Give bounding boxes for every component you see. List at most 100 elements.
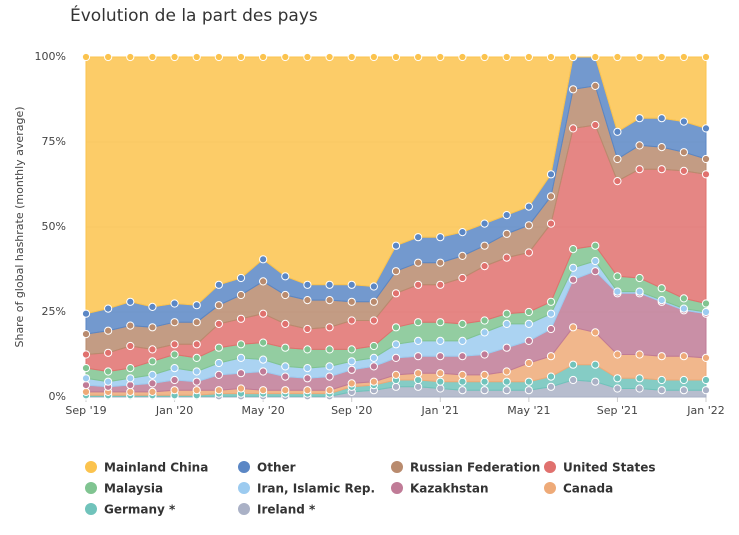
point bbox=[591, 241, 600, 250]
y-axis-label: Share of global hashrate (monthly averag… bbox=[13, 106, 26, 347]
legend-marker[interactable] bbox=[391, 461, 403, 473]
point bbox=[502, 377, 511, 386]
point bbox=[458, 319, 467, 328]
point bbox=[502, 253, 511, 262]
point bbox=[436, 377, 445, 386]
point bbox=[214, 358, 223, 368]
point bbox=[303, 280, 312, 289]
point bbox=[104, 377, 113, 386]
point bbox=[414, 352, 423, 361]
point bbox=[192, 318, 201, 327]
point bbox=[657, 284, 666, 293]
point bbox=[502, 229, 511, 238]
legend-label[interactable]: Other bbox=[257, 461, 296, 475]
point bbox=[259, 255, 268, 264]
point bbox=[701, 124, 711, 133]
point bbox=[236, 369, 246, 378]
point bbox=[126, 364, 135, 373]
point bbox=[391, 241, 401, 250]
point bbox=[236, 384, 246, 393]
point bbox=[591, 256, 600, 266]
legend-marker[interactable] bbox=[85, 482, 97, 494]
point bbox=[81, 350, 91, 359]
point bbox=[303, 296, 312, 305]
point bbox=[436, 336, 445, 345]
point bbox=[657, 143, 666, 152]
point bbox=[569, 263, 578, 272]
point bbox=[391, 353, 401, 362]
legend-label[interactable]: Mainland China bbox=[104, 461, 208, 475]
point bbox=[701, 375, 711, 385]
point bbox=[214, 343, 223, 352]
point bbox=[679, 386, 688, 395]
point bbox=[657, 375, 666, 385]
legend-label[interactable]: Iran, Islamic Rep. bbox=[257, 482, 375, 496]
point bbox=[480, 386, 489, 395]
point bbox=[170, 375, 179, 385]
legend-label[interactable]: Kazakhstan bbox=[410, 482, 489, 496]
point bbox=[436, 318, 445, 327]
point bbox=[701, 353, 711, 362]
point bbox=[480, 241, 489, 250]
point bbox=[546, 382, 556, 391]
point bbox=[325, 52, 334, 62]
point bbox=[325, 323, 334, 332]
point bbox=[391, 323, 401, 332]
legend-marker[interactable] bbox=[85, 503, 97, 515]
point bbox=[635, 114, 644, 123]
legend-label[interactable]: Canada bbox=[563, 482, 613, 496]
point bbox=[347, 345, 356, 354]
legend-marker[interactable] bbox=[238, 461, 250, 473]
point bbox=[281, 290, 290, 300]
point bbox=[679, 166, 688, 175]
point bbox=[81, 364, 91, 373]
point bbox=[613, 52, 622, 62]
legend-marker[interactable] bbox=[238, 503, 250, 515]
point bbox=[391, 289, 401, 298]
point bbox=[591, 267, 600, 276]
point bbox=[391, 370, 401, 379]
point bbox=[281, 52, 290, 62]
legend-marker[interactable] bbox=[391, 482, 403, 494]
point bbox=[569, 245, 578, 254]
point bbox=[458, 52, 467, 62]
point bbox=[148, 387, 157, 396]
x-tick-label: Sep '19 bbox=[65, 404, 106, 417]
point bbox=[347, 357, 356, 366]
point bbox=[391, 340, 401, 349]
point bbox=[391, 382, 401, 391]
y-tick-label: 50% bbox=[42, 220, 66, 233]
point bbox=[502, 52, 511, 62]
legend-marker[interactable] bbox=[544, 461, 556, 473]
point bbox=[613, 350, 622, 359]
point bbox=[126, 374, 135, 383]
legend-marker[interactable] bbox=[85, 461, 97, 473]
legend-label[interactable]: Russian Federation bbox=[410, 461, 540, 475]
legend-label[interactable]: Malaysia bbox=[104, 482, 163, 496]
point bbox=[192, 52, 201, 62]
point bbox=[347, 52, 356, 62]
point bbox=[436, 233, 445, 242]
point bbox=[613, 287, 622, 296]
legend-label[interactable]: United States bbox=[563, 461, 656, 475]
point bbox=[679, 117, 688, 126]
point bbox=[635, 374, 644, 383]
y-tick-label: 75% bbox=[42, 135, 66, 148]
point bbox=[613, 177, 622, 186]
point bbox=[259, 355, 268, 364]
legend-marker[interactable] bbox=[238, 482, 250, 494]
legend-label[interactable]: Germany * bbox=[104, 503, 176, 517]
legend-label[interactable]: Ireland * bbox=[257, 503, 316, 517]
point bbox=[524, 307, 533, 317]
point bbox=[414, 280, 423, 289]
point bbox=[148, 357, 157, 366]
point bbox=[436, 384, 445, 393]
point bbox=[502, 211, 511, 220]
point bbox=[635, 52, 644, 62]
point bbox=[303, 374, 312, 383]
legend-marker[interactable] bbox=[544, 482, 556, 494]
point bbox=[281, 362, 290, 371]
point bbox=[325, 362, 334, 371]
point bbox=[236, 340, 246, 349]
